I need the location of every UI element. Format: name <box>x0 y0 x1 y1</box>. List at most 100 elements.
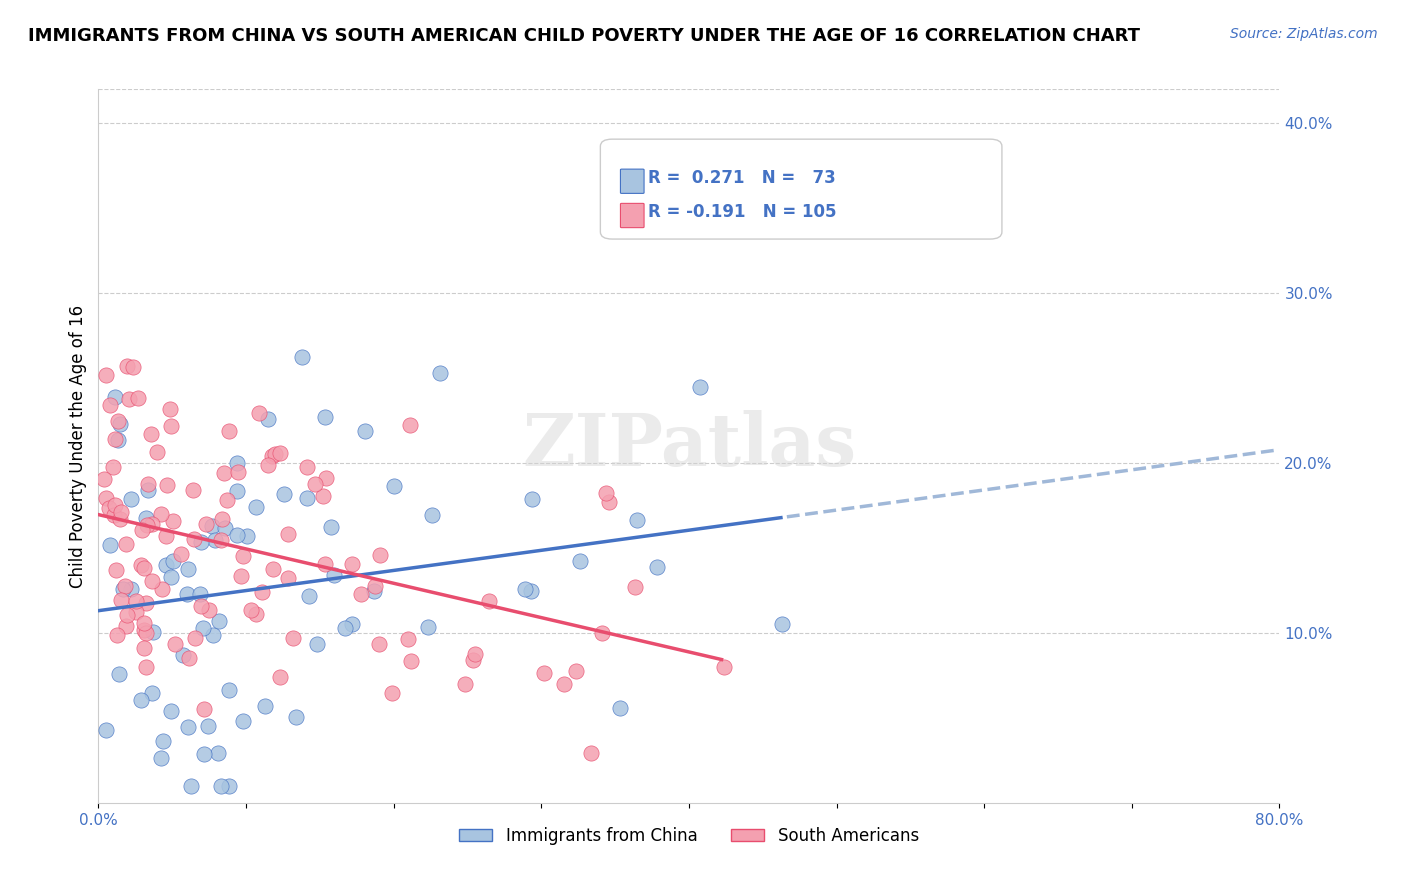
Point <box>624 580 647 594</box>
Point <box>197 719 219 733</box>
Text: R = -0.191   N = 105: R = -0.191 N = 105 <box>648 203 837 221</box>
Point <box>135 596 157 610</box>
Point <box>136 477 159 491</box>
Point <box>191 621 214 635</box>
Point <box>193 747 215 761</box>
Point <box>314 558 336 572</box>
Point <box>135 660 157 674</box>
Y-axis label: Child Poverty Under the Age of 16: Child Poverty Under the Age of 16 <box>69 304 87 588</box>
Point <box>269 670 291 684</box>
Point <box>218 424 240 438</box>
Point <box>209 779 232 793</box>
Text: IMMIGRANTS FROM CHINA VS SOUTH AMERICAN CHILD POVERTY UNDER THE AGE OF 16 CORREL: IMMIGRANTS FROM CHINA VS SOUTH AMERICAN … <box>28 27 1140 45</box>
Point <box>609 701 631 715</box>
Point <box>231 569 253 583</box>
Point <box>120 582 142 597</box>
Point <box>103 508 125 523</box>
Point <box>98 500 121 515</box>
Point <box>207 747 229 761</box>
Point <box>160 418 183 433</box>
Point <box>298 589 321 603</box>
Point <box>264 447 287 461</box>
Point <box>115 607 138 622</box>
Point <box>245 607 267 622</box>
Point <box>198 603 221 617</box>
Point <box>226 484 249 499</box>
Point <box>569 554 592 568</box>
Point <box>160 570 183 584</box>
Point <box>314 409 336 424</box>
Point <box>141 516 163 531</box>
Point <box>283 631 305 645</box>
Point <box>277 526 299 541</box>
Point <box>396 632 419 646</box>
Point <box>139 426 162 441</box>
Point <box>136 517 159 532</box>
Point <box>240 603 263 617</box>
Point <box>232 549 254 563</box>
Point <box>104 432 127 446</box>
Point <box>188 587 211 601</box>
Point <box>145 444 167 458</box>
Point <box>350 587 373 601</box>
Point <box>214 467 236 481</box>
Point <box>218 779 240 793</box>
Text: ZIPatlas: ZIPatlas <box>522 410 856 482</box>
Point <box>115 537 138 551</box>
Point <box>429 366 451 380</box>
Point <box>454 677 477 691</box>
Point <box>104 563 127 577</box>
Point <box>340 617 363 632</box>
Point <box>94 723 117 738</box>
Point <box>463 653 485 667</box>
Point <box>335 621 357 635</box>
Point <box>108 512 131 526</box>
Point <box>262 450 284 464</box>
Point <box>152 734 174 748</box>
Point <box>315 471 337 485</box>
Point <box>297 491 319 506</box>
Point <box>581 746 603 760</box>
Point <box>464 647 486 661</box>
Point <box>418 620 440 634</box>
Point <box>257 412 280 426</box>
Point <box>319 520 342 534</box>
Point <box>163 637 186 651</box>
Point <box>131 523 153 537</box>
Point <box>176 587 198 601</box>
Point <box>107 414 129 428</box>
Point <box>354 425 377 439</box>
Point <box>142 625 165 640</box>
Point <box>380 686 402 700</box>
Point <box>98 398 121 412</box>
Point <box>129 692 152 706</box>
Point <box>108 666 131 681</box>
Point <box>114 579 136 593</box>
Point <box>262 562 284 576</box>
Point <box>209 533 232 547</box>
Point <box>304 476 326 491</box>
Point <box>160 704 183 718</box>
Point <box>211 511 233 525</box>
Point <box>98 538 121 552</box>
Point <box>177 720 200 734</box>
Text: Source: ZipAtlas.com: Source: ZipAtlas.com <box>1230 27 1378 41</box>
Point <box>172 648 194 662</box>
Point <box>218 683 240 698</box>
Point <box>94 491 117 505</box>
Point <box>134 560 156 574</box>
Point <box>110 505 132 519</box>
Point <box>120 491 142 506</box>
Point <box>124 605 146 619</box>
Point <box>770 617 793 632</box>
Point <box>150 582 173 596</box>
Point <box>125 594 148 608</box>
Point <box>141 686 163 700</box>
Text: R =  0.271   N =   73: R = 0.271 N = 73 <box>648 169 835 187</box>
FancyBboxPatch shape <box>620 169 644 194</box>
Point <box>141 574 163 589</box>
Point <box>553 677 575 691</box>
Point <box>129 558 152 572</box>
Point <box>595 486 617 500</box>
Point <box>564 664 586 678</box>
